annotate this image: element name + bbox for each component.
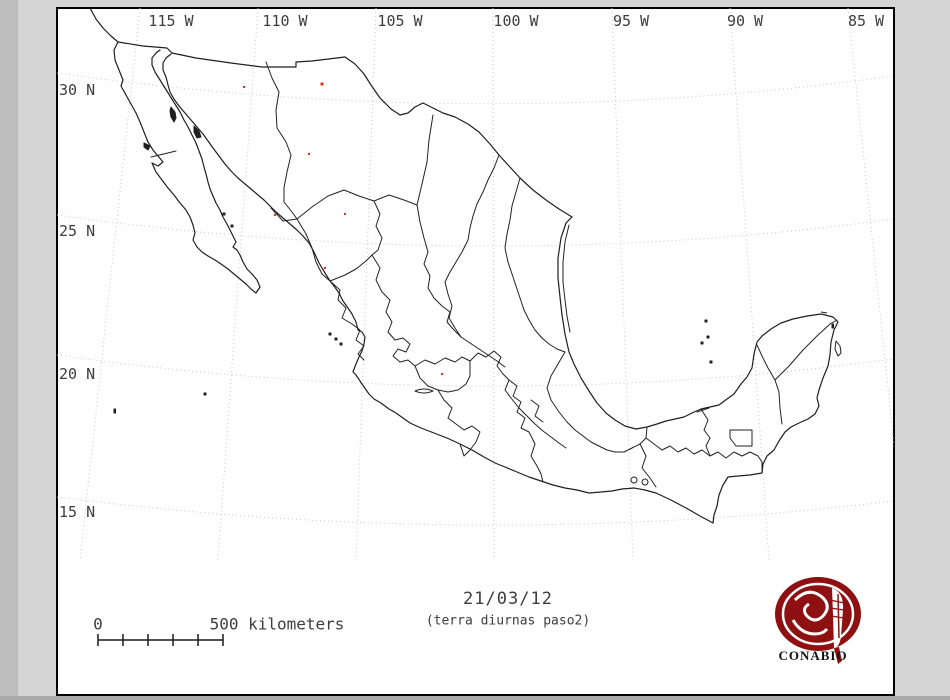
fire-hotspot-dot — [274, 214, 276, 216]
gulf-yucatan-coast — [557, 216, 839, 524]
meridian-line — [611, 8, 634, 561]
left-margin-strip — [0, 0, 18, 700]
longitude-tick-label: 90 W — [726, 12, 764, 30]
meridian-line — [217, 8, 259, 561]
date-caption: 21/03/12 — [463, 589, 553, 609]
latitude-tick-label: 30 N — [59, 81, 96, 99]
islands — [113, 106, 842, 414]
fire-hotspots-layer — [243, 82, 443, 375]
fire-hotspot-dot — [243, 86, 245, 88]
parallel-line — [57, 214, 894, 247]
fire-hotspot-dot — [308, 153, 310, 155]
parrot-glyph — [832, 588, 844, 649]
mexico-coastline — [89, 8, 839, 524]
islas-marias — [328, 332, 332, 336]
longitude-tick-label: 85 W — [847, 12, 885, 30]
guadalupe-island — [113, 408, 116, 414]
longitude-tick-label: 100 W — [493, 12, 539, 30]
isla-mujeres — [831, 323, 834, 329]
cozumel-island — [834, 340, 842, 357]
longitude-tick-label: 105 W — [377, 12, 423, 30]
logo-wordmark: CONABIO — [778, 648, 848, 663]
meridian-line — [355, 8, 377, 561]
tiburon-island — [193, 125, 202, 139]
latitude-tick-label: 15 N — [59, 503, 96, 521]
parallel-line — [57, 72, 894, 105]
fire-hotspot-dot — [320, 82, 324, 86]
graticule-grid — [57, 8, 894, 561]
longitude-tick-label: 95 W — [612, 12, 650, 30]
scalebar-zero-label: 0 — [93, 614, 103, 634]
california-coast — [89, 8, 119, 43]
meridian-line — [492, 8, 495, 561]
longitude-tick-label: 115 W — [148, 12, 194, 30]
meridian-line — [79, 8, 141, 561]
us-border-west — [117, 41, 346, 68]
bottom-margin-strip — [0, 696, 950, 700]
pacific-coast — [162, 53, 714, 524]
latitude-tick-label: 25 N — [59, 222, 96, 240]
state-borders — [150, 61, 838, 488]
parallel-line — [57, 496, 894, 526]
ram-jaw-glyph — [791, 619, 829, 636]
scalebar-distance-label: 500 kilometers — [209, 614, 345, 634]
source-caption: (terra diurnas paso2) — [425, 613, 591, 629]
rio-grande-border — [344, 56, 573, 218]
longitude-tick-label: 110 W — [262, 12, 308, 30]
fire-hotspot-dot — [324, 267, 326, 269]
cedros-island — [143, 142, 151, 151]
parrot-tail — [834, 647, 842, 664]
fire-hotspot-dot — [344, 213, 346, 215]
ram-horn-glyph — [793, 590, 829, 622]
angel-de-la-guarda-island — [169, 106, 177, 123]
conabio-logo — [775, 577, 861, 664]
baja-peninsula — [113, 41, 261, 294]
scale-bar — [97, 634, 224, 646]
revillagigedo-island — [203, 392, 207, 396]
meridian-line — [729, 8, 770, 561]
parallel-line — [57, 354, 894, 387]
campeche-bank-cays — [704, 319, 708, 323]
latitude-tick-label: 20 N — [59, 365, 96, 383]
meridian-line — [847, 8, 894, 451]
fire-hotspot-dot — [441, 373, 443, 375]
